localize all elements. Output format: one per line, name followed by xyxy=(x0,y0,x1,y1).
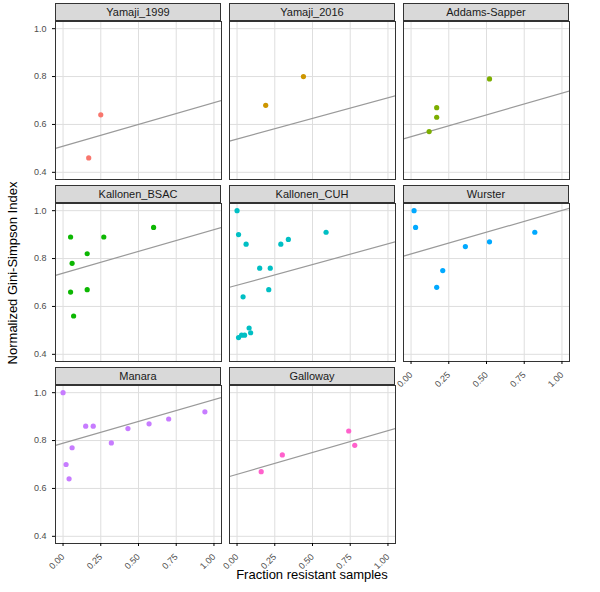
html-text:Kallonen_CUH: Kallonen_CUH xyxy=(275,188,349,200)
svg-text:0.25: 0.25 xyxy=(433,370,452,389)
svg-text:0.6: 0.6 xyxy=(34,119,47,129)
svg-text:0.4: 0.4 xyxy=(34,531,47,541)
html-text:Yamaji_1999: Yamaji_1999 xyxy=(106,6,170,18)
html-text:Galloway: Galloway xyxy=(289,370,335,382)
svg-text:0.25: 0.25 xyxy=(258,551,279,572)
svg-text:0.75: 0.75 xyxy=(160,552,179,571)
svg-text:1.00: 1.00 xyxy=(546,370,565,389)
svg-text:0.4: 0.4 xyxy=(34,349,47,359)
svg-text:0.8: 0.8 xyxy=(34,253,47,263)
svg-text:0.8: 0.8 xyxy=(34,435,47,445)
svg-text:0.25: 0.25 xyxy=(85,552,104,571)
html-text:Manara: Manara xyxy=(119,370,157,382)
svg-text:0.8: 0.8 xyxy=(34,71,47,81)
svg-text:1.0: 1.0 xyxy=(34,206,47,216)
svg-text:0.00: 0.00 xyxy=(221,551,241,572)
svg-text:0.4: 0.4 xyxy=(34,167,47,177)
svg-text:1.0: 1.0 xyxy=(34,388,47,398)
svg-text:0.6: 0.6 xyxy=(34,301,47,311)
svg-text:0.50: 0.50 xyxy=(296,551,316,572)
svg-text:0.50: 0.50 xyxy=(122,552,141,571)
html-text:Wurster: Wurster xyxy=(466,188,506,200)
svg-text:0.75: 0.75 xyxy=(334,551,354,572)
html-text:Yamaji_2016: Yamaji_2016 xyxy=(280,6,344,18)
html-text:Normalized Gini-Simpson Index: Normalized Gini-Simpson Index xyxy=(4,181,20,365)
html-text:Fraction resistant samples: Fraction resistant samples xyxy=(236,567,388,582)
html-text:Kallonen_BSAC: Kallonen_BSAC xyxy=(98,188,178,200)
svg-text:0.6: 0.6 xyxy=(34,483,47,493)
html-text:Addams-Sapper: Addams-Sapper xyxy=(446,6,526,18)
svg-text:0.50: 0.50 xyxy=(470,370,489,389)
svg-text:1.00: 1.00 xyxy=(198,552,217,571)
svg-text:0.75: 0.75 xyxy=(508,370,527,389)
svg-text:0.00: 0.00 xyxy=(47,552,66,571)
svg-text:1.0: 1.0 xyxy=(34,24,47,34)
svg-text:0.00: 0.00 xyxy=(395,370,414,389)
svg-text:1.00: 1.00 xyxy=(371,551,392,572)
